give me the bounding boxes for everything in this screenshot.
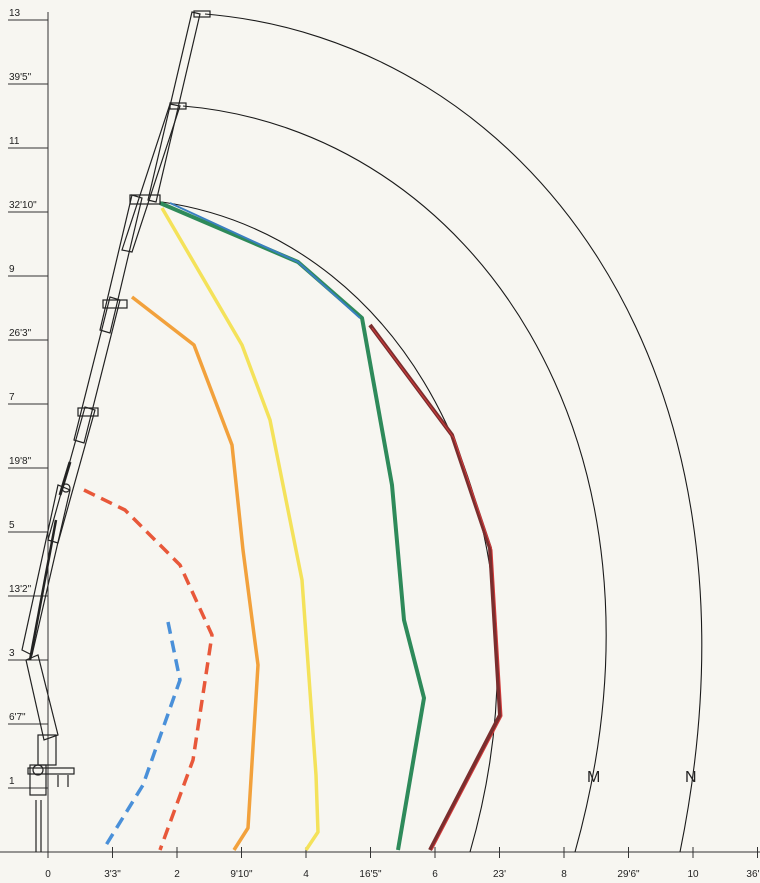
load-curve-blue-top: [169, 202, 361, 319]
x-tick-label: 29'6": [617, 869, 640, 880]
load-curve-orange: [130, 295, 260, 851]
curve-label-m: M: [587, 769, 600, 786]
x-tick-label: 0: [45, 869, 51, 880]
y-axis-ticks: 13 39'5" 11 32'10" 9 26'3" 7 19'8" 5 13'2" 3 6'7" 1: [8, 8, 48, 789]
curve-label-n: N: [685, 769, 697, 786]
y-tick-label: 26'3": [9, 328, 32, 339]
y-tick-label: 19'8": [9, 456, 32, 467]
y-tick-label: 9: [9, 264, 15, 275]
y-tick-label: 11: [9, 136, 20, 147]
load-curve-dark-red-highlight: [371, 327, 503, 851]
range-arc-m: [182, 105, 607, 853]
y-tick-label: 1: [9, 776, 15, 787]
y-tick-label: 39'5": [9, 72, 32, 83]
x-tick-label: 16'5": [359, 869, 382, 880]
load-curve-blue-dashed: [101, 621, 182, 851]
x-tick-label: 2: [174, 869, 180, 880]
y-tick-label: 32'10": [9, 200, 37, 211]
load-curve-yellow: [160, 207, 320, 851]
load-curve-dark-red: [368, 323, 502, 851]
x-tick-label: 3'3": [104, 869, 121, 880]
crane-boom: [21, 10, 211, 852]
y-tick-label: 13'2": [9, 584, 32, 595]
x-tick-label: 9'10": [230, 869, 253, 880]
range-arc-n: [204, 13, 703, 853]
y-tick-label: 5: [9, 520, 15, 531]
x-axis-ticks: 0 3'3" 2 9'10" 4 16'5" 6 23' 8 29'6" 10 36'1": [45, 847, 760, 880]
range-arc-inner: [161, 201, 498, 853]
x-tick-label: 6: [432, 869, 438, 880]
y-tick-label: 6'7": [9, 712, 26, 723]
x-tick-label: 36'1": [746, 869, 760, 880]
y-tick-label: 7: [9, 392, 15, 403]
x-tick-label: 23': [493, 869, 506, 880]
x-tick-label: 10: [687, 869, 699, 880]
x-tick-label: 8: [561, 869, 567, 880]
x-tick-label: 4: [303, 869, 309, 880]
load-curve-red-dashed: [83, 488, 214, 851]
y-tick-label: 3: [9, 648, 15, 659]
y-tick-label: 13: [9, 8, 21, 19]
